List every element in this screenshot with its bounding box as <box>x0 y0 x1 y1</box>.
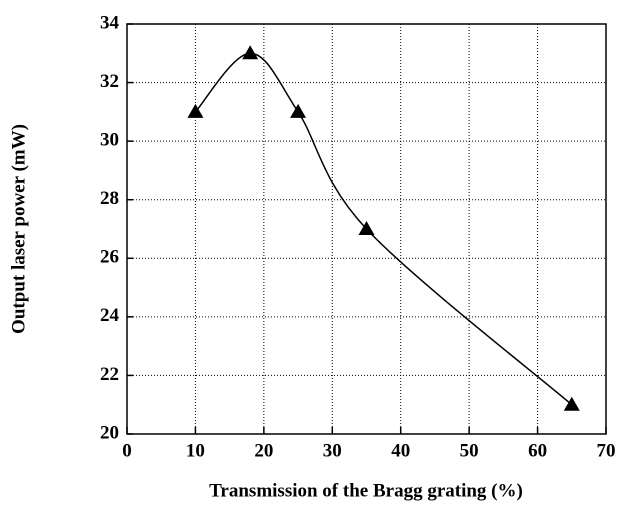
y-tick-label: 20 <box>100 422 119 443</box>
data-point <box>187 103 204 118</box>
y-tick-label: 28 <box>100 188 119 209</box>
x-tick-label: 10 <box>186 440 205 461</box>
data-point <box>358 221 375 235</box>
x-axis-label: Transmission of the Bragg grating (%) <box>209 480 523 501</box>
data-point <box>290 103 307 118</box>
y-tick-label: 22 <box>100 364 119 385</box>
data-point <box>242 45 259 60</box>
y-tick-label: 34 <box>100 12 120 33</box>
x-tick-label: 0 <box>122 440 132 461</box>
y-tick-label: 26 <box>100 247 119 268</box>
x-tick-label: 60 <box>528 440 547 461</box>
data-point <box>563 396 580 411</box>
y-axis-label: Output laser power (mW) <box>8 124 29 334</box>
x-tick-label: 30 <box>323 440 342 461</box>
x-tick-label: 20 <box>254 440 273 461</box>
x-tick-label: 40 <box>391 440 410 461</box>
plot-frame <box>126 23 607 435</box>
y-tick-label: 30 <box>100 130 119 151</box>
fit-curve <box>194 52 573 406</box>
y-tick-label: 24 <box>100 305 120 326</box>
x-tick-label: 50 <box>460 440 479 461</box>
x-tick-label: 70 <box>597 440 616 461</box>
y-tick-label: 32 <box>100 71 119 92</box>
